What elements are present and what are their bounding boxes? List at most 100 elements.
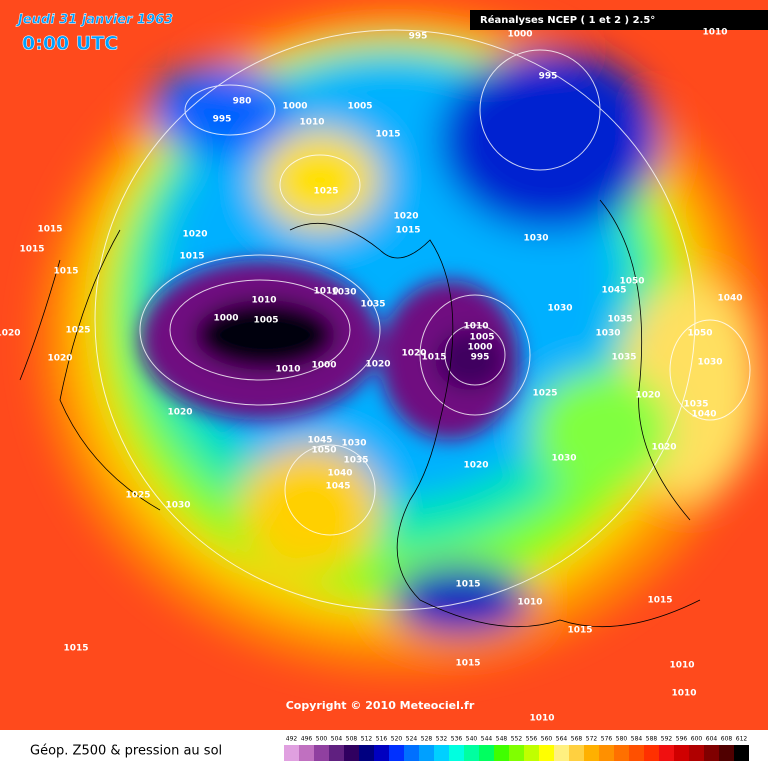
- legend-swatch: [569, 745, 584, 761]
- legend-swatch: [719, 745, 734, 761]
- pressure-label: 1045: [601, 286, 626, 296]
- pressure-label: 1015: [421, 353, 446, 363]
- legend-swatch: [419, 745, 434, 761]
- pressure-label: 1015: [63, 644, 88, 654]
- legend-label: 536: [451, 736, 463, 743]
- pressure-label: 1040: [691, 410, 716, 420]
- pressure-label: 1010: [669, 661, 694, 671]
- legend-label: 532: [436, 736, 448, 743]
- legend-label: 500: [316, 736, 328, 743]
- pressure-label: 1035: [607, 315, 632, 325]
- pressure-label: 1015: [53, 267, 78, 277]
- pressure-label: 1015: [647, 596, 672, 606]
- pressure-label: 1000: [507, 30, 532, 40]
- pressure-label: 1015: [37, 225, 62, 235]
- legend-label: 504: [331, 736, 343, 743]
- pressure-label: 1045: [307, 436, 332, 446]
- legend-label: 600: [691, 736, 703, 743]
- pressure-label: 1040: [717, 294, 742, 304]
- pressure-label: 1025: [313, 187, 338, 197]
- legend-label: 512: [361, 736, 373, 743]
- legend-swatch: [614, 745, 629, 761]
- pressure-label: 980: [233, 97, 252, 107]
- legend-label: 576: [601, 736, 613, 743]
- legend-label: 584: [631, 736, 643, 743]
- legend-swatch: [659, 745, 674, 761]
- pressure-label: 1030: [341, 439, 366, 449]
- pressure-label: 1050: [687, 329, 712, 339]
- legend-swatch: [689, 745, 704, 761]
- pressure-label: 1035: [360, 300, 385, 310]
- legend-label: 528: [421, 736, 433, 743]
- pressure-label: 1010: [529, 714, 554, 724]
- pressure-label: 1010: [517, 598, 542, 608]
- pressure-label: 1020: [365, 360, 390, 370]
- pressure-label: 1015: [567, 626, 592, 636]
- legend-swatch: [539, 745, 554, 761]
- pressure-label: 1010: [702, 28, 727, 38]
- legend-label: 560: [541, 736, 553, 743]
- pressure-label: 1045: [325, 482, 350, 492]
- pressure-label: 1035: [683, 400, 708, 410]
- legend-swatch: [644, 745, 659, 761]
- legend-swatch: [374, 745, 389, 761]
- pressure-label: 1025: [125, 491, 150, 501]
- pressure-label: 1025: [532, 389, 557, 399]
- pressure-label: 1030: [523, 234, 548, 244]
- legend-label: 508: [346, 736, 358, 743]
- legend-label: 596: [676, 736, 688, 743]
- pressure-label: 1020: [393, 212, 418, 222]
- legend-swatch: [434, 745, 449, 761]
- geopotential-field: [0, 0, 768, 730]
- pressure-label: 1050: [619, 277, 644, 287]
- legend-label: 572: [586, 736, 598, 743]
- pressure-label: 1030: [547, 304, 572, 314]
- legend-label: 568: [571, 736, 583, 743]
- legend-swatch: [479, 745, 494, 761]
- pressure-label: 1005: [347, 102, 372, 112]
- pressure-label: 1025: [65, 326, 90, 336]
- legend-label: 588: [646, 736, 658, 743]
- legend-label: 564: [556, 736, 568, 743]
- pressure-label: 1030: [697, 358, 722, 368]
- legend-label: 496: [301, 736, 313, 743]
- pressure-label: 1020: [0, 329, 21, 339]
- legend-swatch: [449, 745, 464, 761]
- legend-label: 540: [466, 736, 478, 743]
- legend-swatch: [359, 745, 374, 761]
- legend-label: 608: [721, 736, 733, 743]
- pressure-label: 1020: [651, 443, 676, 453]
- legend-label: 520: [391, 736, 403, 743]
- pressure-label: 1030: [331, 288, 356, 298]
- pressure-label: 1010: [251, 296, 276, 306]
- legend-swatch: [329, 745, 344, 761]
- pressure-label: 1030: [595, 329, 620, 339]
- pressure-label: 1000: [311, 361, 336, 371]
- legend-swatch: [674, 745, 689, 761]
- legend-swatch: [404, 745, 419, 761]
- pressure-label: 1030: [165, 501, 190, 511]
- pressure-label: 1015: [455, 580, 480, 590]
- legend-swatch: [734, 745, 749, 761]
- legend-swatch: [509, 745, 524, 761]
- legend-label: 604: [706, 736, 718, 743]
- pressure-label: 1000: [467, 343, 492, 353]
- legend-label: 592: [661, 736, 673, 743]
- pressure-label: 995: [213, 115, 232, 125]
- time: 0:00 UTC: [22, 33, 118, 55]
- pressure-label: 1015: [179, 252, 204, 262]
- legend-swatch: [584, 745, 599, 761]
- legend-label: 552: [511, 736, 523, 743]
- source: Réanalyses NCEP ( 1 et 2 ) 2.5°: [480, 14, 655, 26]
- pressure-label: 995: [539, 72, 558, 82]
- legend-label: 548: [496, 736, 508, 743]
- legend-swatch: [554, 745, 569, 761]
- pressure-label: 1010: [671, 689, 696, 699]
- pressure-label: 1015: [395, 226, 420, 236]
- legend-label: 516: [376, 736, 388, 743]
- coastlines: [19, 199, 701, 628]
- legend-swatch: [299, 745, 314, 761]
- pressure-label: 995: [409, 32, 428, 42]
